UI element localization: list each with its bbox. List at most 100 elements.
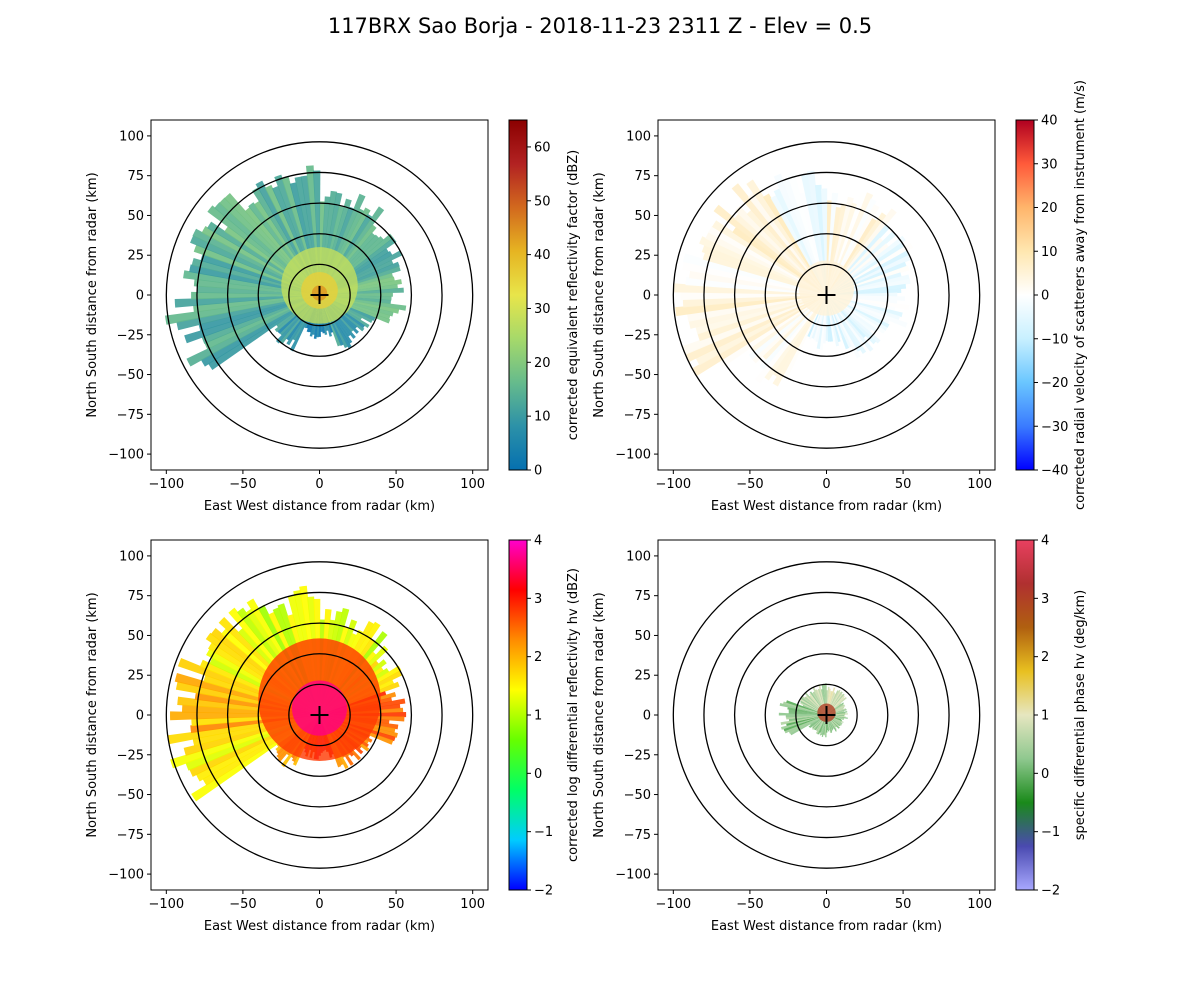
y-tick-label: −25 — [117, 748, 144, 763]
colorbar — [508, 119, 528, 471]
panel-bottom-left: −100 −50 0 50 100 −100 −75 −50 −25 0 25 50 75 100 East… — [85, 534, 581, 935]
echo-region — [772, 295, 827, 387]
x-tick-label: 0 — [315, 477, 323, 492]
echo-region — [759, 295, 827, 370]
colorbar-tick-label: 20 — [534, 356, 551, 371]
echo-region — [783, 715, 827, 732]
colorbar-tick-label: 10 — [1041, 245, 1058, 260]
echo-region — [762, 295, 827, 360]
echo-region — [708, 225, 827, 295]
colorbar — [1015, 539, 1035, 891]
colorbar-tick-label: 50 — [534, 194, 551, 209]
x-tick-label: 100 — [967, 477, 992, 492]
x-tick-label: 0 — [822, 897, 830, 912]
echo-region — [786, 715, 827, 726]
y-tick-label: 0 — [136, 289, 144, 304]
x-tick-label: −50 — [736, 477, 763, 492]
x-tick-label: 0 — [315, 897, 323, 912]
y-tick-label: 100 — [119, 129, 144, 144]
colorbar-tick-label: 0 — [1041, 289, 1049, 304]
echo-region — [784, 715, 827, 734]
y-axis-label: North South distance from radar (km) — [85, 172, 100, 417]
echo-region — [754, 295, 827, 384]
range-ring — [226, 622, 413, 808]
x-tick-label: −100 — [655, 477, 691, 492]
x-tick-label: −100 — [655, 897, 691, 912]
colorbar-tick-label: 30 — [534, 302, 551, 317]
panel-top-right: −100 −50 0 50 100−100−75−50−250255075100East… — [592, 80, 1088, 514]
range-ring — [165, 561, 474, 869]
range-ring — [733, 622, 920, 808]
y-tick-label: 75 — [127, 169, 144, 184]
echo-region — [780, 715, 827, 725]
range-ring — [703, 591, 950, 839]
colorbar-tick-label: −30 — [1041, 420, 1068, 435]
y-axis-label: North South distance from radar (km) — [592, 592, 607, 837]
echo-region — [697, 295, 827, 342]
colorbar-tick-label: 3 — [1041, 592, 1049, 607]
plot-area — [672, 561, 981, 869]
x-tick-label: 100 — [460, 897, 485, 912]
y-tick-label: 100 — [119, 549, 144, 564]
echo-region — [825, 295, 829, 341]
y-tick-label: 25 — [634, 249, 651, 264]
echo-region — [170, 711, 320, 721]
echo-region — [780, 715, 827, 730]
echo-region — [712, 220, 827, 295]
echo-region — [695, 295, 827, 335]
colorbar-tick-label: −1 — [1041, 825, 1060, 840]
panel-top-left: −100 −50 0 50 100−100−75−50−250255075100East… — [85, 119, 581, 514]
colorbar-tick-label: 2 — [534, 650, 542, 665]
echo-region — [748, 295, 827, 360]
range-ring — [703, 171, 950, 419]
colorbar-tick-label: 4 — [1041, 534, 1049, 549]
y-tick-label: −25 — [624, 328, 651, 343]
colorbar-tick-label: −2 — [1041, 884, 1060, 899]
x-axis-label: East West distance from radar (km) — [204, 499, 435, 514]
y-tick-label: −25 — [624, 748, 651, 763]
x-tick-label: −100 — [148, 897, 184, 912]
y-tick-label: −25 — [117, 328, 144, 343]
y-tick-label: 50 — [127, 629, 144, 644]
colorbar — [1015, 119, 1035, 471]
range-ring — [257, 233, 382, 357]
plot-area — [165, 561, 474, 869]
y-tick-label: −50 — [624, 368, 651, 383]
echo-region — [772, 295, 827, 377]
echo-region — [731, 183, 827, 295]
y-tick-label: −100 — [108, 448, 144, 463]
colorbar-tick-label: 60 — [534, 140, 551, 155]
range-ring — [165, 141, 474, 449]
echo-region — [705, 231, 827, 295]
y-tick-label: −50 — [117, 788, 144, 803]
colorbar-tick-label: −40 — [1041, 464, 1068, 479]
colorbar-tick-label: 4 — [534, 534, 542, 549]
x-axis-label: East West distance from radar (km) — [711, 499, 942, 514]
echo-region — [751, 295, 827, 364]
figure-title: 117BRX Sao Borja - 2018-11-23 2311 Z - E… — [327, 14, 873, 38]
y-tick-label: 25 — [127, 249, 144, 264]
range-ring — [672, 141, 981, 449]
echo-region — [680, 291, 827, 301]
y-tick-label: 50 — [634, 629, 651, 644]
y-tick-label: 100 — [626, 129, 651, 144]
y-tick-label: −75 — [117, 408, 144, 423]
range-ring — [196, 171, 443, 419]
x-axis-label: East West distance from radar (km) — [711, 919, 942, 934]
range-ring — [764, 653, 889, 777]
y-tick-label: −100 — [108, 868, 144, 883]
colorbar-tick-label: 0 — [534, 767, 542, 782]
echo-region — [184, 295, 320, 344]
echo-region — [788, 715, 827, 722]
echo-region — [788, 715, 827, 734]
y-tick-label: 75 — [634, 589, 651, 604]
colorbar-label: corrected radial velocity of scatterers … — [1073, 80, 1088, 510]
y-axis-label: North South distance from radar (km) — [592, 172, 607, 417]
echo-region — [685, 295, 827, 362]
panel-bottom-right: −100 −50 0 50 100 −100 −75 −50 −25 0 25 50 75 100 East… — [592, 534, 1088, 935]
echo-region — [687, 295, 827, 322]
colorbar-label: corrected log differential reflectivity … — [566, 568, 581, 862]
plot-area — [672, 141, 981, 449]
range-ring — [795, 683, 858, 747]
